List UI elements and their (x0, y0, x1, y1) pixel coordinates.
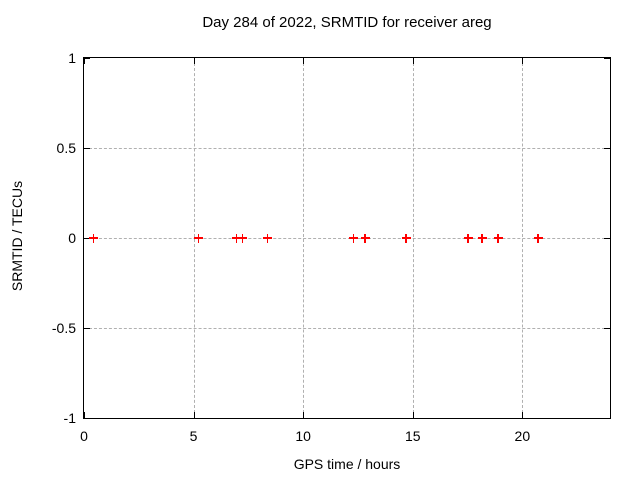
y-tick-label: 1 (68, 50, 76, 66)
y-gridline (84, 148, 610, 149)
y-tick-label: 0 (68, 230, 76, 246)
y-tick-mark (604, 58, 610, 59)
x-tick-mark (412, 58, 414, 64)
data-point-marker (463, 233, 473, 243)
y-tick-mark (84, 238, 90, 239)
x-tick-label: 10 (295, 428, 311, 444)
y-tick-mark (604, 418, 610, 419)
y-gridline (84, 238, 610, 239)
y-tick-mark (84, 328, 90, 329)
chart-title: Day 284 of 2022, SRMTID for receiver are… (202, 14, 492, 31)
plot-area (83, 57, 611, 419)
x-tick-label: 15 (404, 428, 421, 444)
x-tick-mark (84, 412, 85, 418)
x-tick-label: 20 (514, 428, 531, 444)
y-tick-mark (604, 328, 610, 329)
x-tick-mark (303, 58, 305, 64)
x-tick-mark (412, 412, 414, 418)
y-tick-mark (604, 238, 610, 239)
y-tick-label: -0.5 (51, 320, 76, 336)
x-tick-mark (522, 58, 524, 64)
data-point-marker (477, 233, 487, 243)
x-tick-mark (303, 412, 305, 418)
x-tick-label: 0 (80, 428, 88, 444)
data-point-marker (349, 233, 359, 243)
x-tick-label: 5 (189, 428, 198, 444)
y-tick-mark (84, 148, 90, 149)
x-axis-label: GPS time / hours (293, 456, 401, 472)
data-point-marker (194, 233, 204, 243)
y-gridline (84, 328, 610, 329)
x-tick-mark (84, 58, 85, 64)
data-point-marker (263, 233, 273, 243)
y-tick-mark (84, 418, 90, 419)
x-tick-mark (522, 412, 524, 418)
y-tick-label: -1 (63, 410, 76, 426)
y-tick-label: 0.5 (56, 140, 76, 156)
y-tick-mark (84, 58, 90, 59)
data-point-marker (533, 233, 543, 243)
data-point-marker (360, 233, 370, 243)
y-tick-mark (604, 148, 610, 149)
data-point-marker (401, 233, 411, 243)
x-tick-mark (193, 58, 195, 64)
x-tick-mark (193, 412, 195, 418)
data-point-marker (232, 233, 242, 243)
data-point-marker (89, 233, 99, 243)
data-point-marker (238, 233, 248, 243)
data-point-marker (493, 233, 503, 243)
